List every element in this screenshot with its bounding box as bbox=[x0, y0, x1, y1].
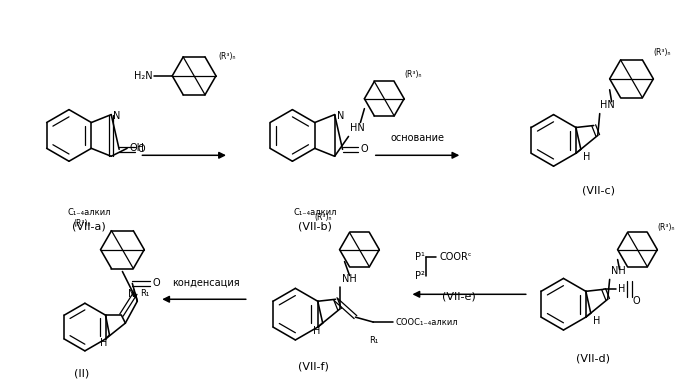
Text: P¹: P¹ bbox=[415, 252, 424, 261]
Text: C₁₋₄алкил: C₁₋₄алкил bbox=[293, 209, 337, 218]
Text: O: O bbox=[152, 278, 160, 289]
Text: OH: OH bbox=[129, 143, 144, 153]
Text: O: O bbox=[632, 296, 640, 306]
Text: R₁: R₁ bbox=[140, 289, 149, 298]
Text: COOC₁₋₄алкил: COOC₁₋₄алкил bbox=[395, 318, 458, 327]
Text: H₂N: H₂N bbox=[134, 71, 152, 81]
Text: (VII-c): (VII-c) bbox=[581, 185, 615, 195]
Text: NH: NH bbox=[341, 274, 356, 284]
Text: HN: HN bbox=[600, 100, 614, 110]
Text: N: N bbox=[113, 111, 121, 121]
Text: (R³)ₙ: (R³)ₙ bbox=[314, 213, 332, 222]
Text: COORᶜ: COORᶜ bbox=[439, 252, 472, 261]
Text: (R³)ₙ: (R³)ₙ bbox=[404, 70, 422, 79]
Text: H: H bbox=[618, 284, 625, 294]
Text: NH: NH bbox=[611, 267, 625, 276]
Text: (R³)ₙ: (R³)ₙ bbox=[218, 52, 235, 61]
Text: (VII-d): (VII-d) bbox=[577, 354, 610, 364]
Text: C₁₋₄алкил: C₁₋₄алкил bbox=[67, 209, 110, 218]
Text: H: H bbox=[583, 152, 591, 162]
Text: (II): (II) bbox=[74, 369, 89, 379]
Text: HN: HN bbox=[350, 123, 364, 133]
Text: H: H bbox=[100, 338, 107, 348]
Text: H: H bbox=[593, 316, 600, 326]
Text: (R³)ₙ: (R³)ₙ bbox=[653, 48, 671, 57]
Text: (R³)ₙ: (R³)ₙ bbox=[658, 223, 675, 232]
Text: P²: P² bbox=[415, 271, 424, 281]
Text: O: O bbox=[360, 144, 368, 154]
Text: (VII-b): (VII-b) bbox=[298, 222, 332, 232]
Text: (VII-f): (VII-f) bbox=[298, 362, 329, 372]
Text: R₁: R₁ bbox=[369, 336, 378, 345]
Text: O: O bbox=[137, 144, 144, 154]
Text: (VII-a): (VII-a) bbox=[72, 222, 105, 232]
Text: H: H bbox=[313, 326, 320, 336]
Text: N: N bbox=[128, 289, 135, 299]
Text: (R³)ₙ: (R³)ₙ bbox=[73, 219, 91, 228]
Text: основание: основание bbox=[390, 133, 445, 143]
Text: N: N bbox=[336, 111, 344, 121]
Text: конденсация: конденсация bbox=[172, 278, 240, 287]
Text: (VII-e): (VII-e) bbox=[443, 291, 476, 301]
